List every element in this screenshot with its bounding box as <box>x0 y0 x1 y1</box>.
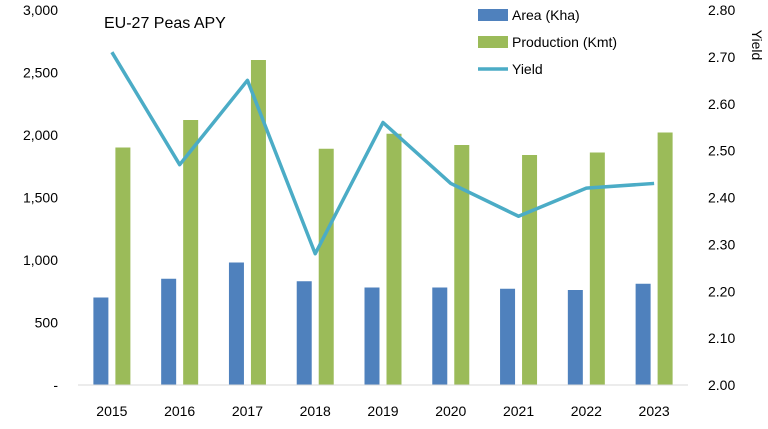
left-axis-tick-label: 2,000 <box>23 127 58 143</box>
production-bar <box>657 132 673 385</box>
area-bar <box>296 281 312 385</box>
right-axis-tick-label: 2.10 <box>708 330 735 346</box>
right-axis-tick-label: 2.80 <box>708 2 735 18</box>
area-bar <box>364 287 380 385</box>
production-bar <box>454 145 470 385</box>
legend-label: Area (Kha) <box>512 7 580 23</box>
left-axis-ticks: - 500 1,000 1,500 2,000 2,500 3,000 <box>23 2 58 393</box>
production-bar <box>318 148 334 385</box>
left-axis-tick-label: 1,000 <box>23 252 58 268</box>
chart-title: EU-27 Peas APY <box>104 15 226 32</box>
x-axis-tick-label: 2018 <box>300 403 331 419</box>
right-axis-tick-label: 2.50 <box>708 143 735 159</box>
production-bar <box>522 155 538 385</box>
yield-line-group <box>110 51 655 256</box>
production-bar <box>386 133 402 385</box>
left-axis-tick-label: - <box>53 377 58 393</box>
x-axis-tick-label: 2017 <box>232 403 263 419</box>
left-axis-tick-label: 500 <box>35 315 59 331</box>
production-bar <box>183 120 199 385</box>
left-axis-tick-label: 2,500 <box>23 65 58 81</box>
legend: Area (Kha) Production (Kmt) Yield <box>478 7 617 77</box>
x-axis-tick-label: 2022 <box>571 403 602 419</box>
right-axis-tick-label: 2.20 <box>708 283 735 299</box>
area-bar <box>432 287 448 385</box>
right-axis-ticks: 2.00 2.10 2.20 2.30 2.40 2.50 2.60 2.70 2.80 <box>708 2 735 393</box>
right-axis-tick-label: 2.40 <box>708 190 735 206</box>
legend-label: Production (Kmt) <box>512 34 617 50</box>
yield-line <box>110 51 655 256</box>
x-axis-tick-label: 2019 <box>367 403 398 419</box>
right-axis-label: Yield <box>749 30 765 61</box>
right-axis-tick-label: 2.30 <box>708 236 735 252</box>
x-axis-tick-label: 2020 <box>435 403 466 419</box>
production-bar <box>250 60 266 385</box>
legend-swatch <box>478 36 508 48</box>
left-axis-tick-label: 3,000 <box>23 2 58 18</box>
right-axis-tick-label: 2.00 <box>708 377 735 393</box>
area-bar <box>500 288 516 385</box>
x-axis-tick-label: 2015 <box>96 403 127 419</box>
x-axis-tick-label: 2023 <box>639 403 670 419</box>
area-bar <box>228 262 244 385</box>
bars <box>93 60 673 385</box>
production-bar <box>115 147 131 385</box>
area-bar <box>635 283 651 385</box>
x-axis-tick-label: 2016 <box>164 403 195 419</box>
legend-label: Yield <box>512 61 543 77</box>
right-axis-tick-label: 2.70 <box>708 49 735 65</box>
x-axis-ticks: 2015 2016 2017 2018 2019 2020 2021 2022 2023 <box>96 403 670 419</box>
area-bar <box>567 290 583 385</box>
left-axis-tick-label: 1,500 <box>23 190 58 206</box>
area-bar <box>161 278 177 385</box>
legend-swatch <box>478 9 508 21</box>
area-bar <box>93 297 109 385</box>
x-axis-tick-label: 2021 <box>503 403 534 419</box>
production-bar <box>589 152 605 385</box>
right-axis-tick-label: 2.60 <box>708 96 735 112</box>
